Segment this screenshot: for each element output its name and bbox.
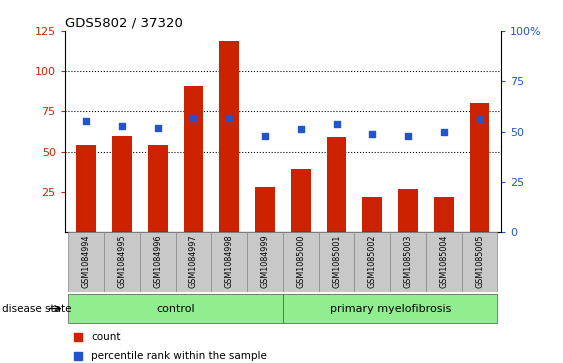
Point (332, 122, 341, 127)
Point (475, 117, 484, 122)
Bar (291, 170, 311, 232)
Text: primary myelofibrosis: primary myelofibrosis (329, 303, 451, 314)
Bar (184, 86, 203, 232)
Bar (247, 232, 283, 292)
Text: percentile rank within the sample: percentile rank within the sample (91, 351, 267, 361)
Point (404, 133, 413, 139)
Bar (104, 232, 140, 292)
Text: GSM1085004: GSM1085004 (439, 234, 448, 288)
Point (397, 104, 406, 110)
Bar (434, 197, 454, 232)
Bar (355, 232, 390, 292)
Bar (68, 294, 283, 323)
Point (82, 118, 91, 124)
Bar (426, 232, 462, 292)
Text: GSM1084996: GSM1084996 (153, 234, 162, 288)
Point (397, 276, 406, 282)
Text: GSM1085005: GSM1085005 (475, 234, 484, 288)
Bar (77, 145, 96, 232)
Bar (462, 232, 498, 292)
Point (439, 130, 448, 135)
Text: GSM1085002: GSM1085002 (368, 234, 377, 288)
Bar (390, 232, 426, 292)
Bar (148, 145, 168, 232)
Text: disease state: disease state (2, 304, 72, 314)
Text: GSM1084997: GSM1084997 (189, 234, 198, 288)
Text: GSM1084994: GSM1084994 (82, 234, 91, 288)
Text: GSM1085001: GSM1085001 (332, 234, 341, 288)
Bar (211, 232, 247, 292)
Text: control: control (157, 303, 195, 314)
Point (296, 126, 305, 132)
Point (153, 125, 162, 130)
Bar (398, 189, 418, 232)
Point (368, 131, 377, 137)
Bar (319, 232, 355, 292)
Bar (220, 41, 239, 232)
Text: GSM1085000: GSM1085000 (296, 234, 305, 288)
Bar (363, 197, 382, 232)
Bar (470, 103, 489, 232)
Bar (283, 232, 319, 292)
Text: GDS5802 / 37320: GDS5802 / 37320 (65, 17, 182, 30)
Bar (283, 294, 498, 323)
Point (118, 123, 127, 129)
Bar (255, 187, 275, 232)
Bar (68, 232, 104, 292)
Bar (176, 232, 211, 292)
Bar (140, 232, 176, 292)
Point (261, 133, 270, 139)
Text: GSM1085003: GSM1085003 (404, 234, 413, 288)
Text: GSM1084999: GSM1084999 (261, 234, 270, 288)
Text: GSM1084998: GSM1084998 (225, 234, 234, 288)
Text: GSM1084995: GSM1084995 (118, 234, 127, 288)
Point (225, 115, 234, 121)
Text: count: count (91, 332, 120, 342)
Bar (327, 137, 346, 232)
Point (189, 115, 198, 121)
Bar (112, 136, 132, 232)
